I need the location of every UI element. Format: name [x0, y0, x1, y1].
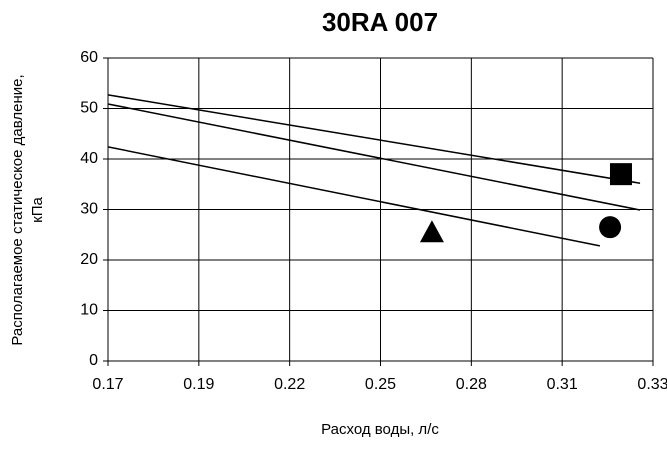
y-tick-label: 40 — [80, 150, 98, 167]
x-tick-label: 0.22 — [274, 376, 305, 393]
y-tick-label: 10 — [80, 302, 98, 319]
x-tick-label: 0.33 — [637, 376, 667, 393]
y-axis-label: Располагаемое статическое давление, кПа — [9, 74, 46, 345]
circle-marker — [599, 216, 622, 239]
y-axis-label-line: кПа — [29, 197, 46, 223]
line-series — [107, 146, 601, 247]
y-axis-label-line: Располагаемое статическое давление, — [9, 74, 26, 345]
line-series — [107, 94, 641, 184]
x-axis-label: Расход воды, л/с — [321, 421, 439, 438]
line-series — [107, 103, 641, 211]
y-tick-label: 20 — [80, 251, 98, 268]
square-marker — [609, 163, 632, 186]
x-tick-label: 0.31 — [547, 376, 578, 393]
chart-title: 30RA 007 — [322, 7, 438, 37]
y-tick-label: 60 — [80, 49, 98, 66]
x-tick-label: 0.17 — [92, 376, 123, 393]
y-tick-label: 50 — [80, 100, 98, 117]
triangle-marker — [419, 220, 444, 243]
y-tick-label: 0 — [89, 352, 98, 369]
x-tick-label: 0.28 — [456, 376, 487, 393]
y-tick-label: 30 — [80, 201, 98, 218]
x-tick-label: 0.25 — [365, 376, 396, 393]
x-tick-label: 0.19 — [183, 376, 214, 393]
